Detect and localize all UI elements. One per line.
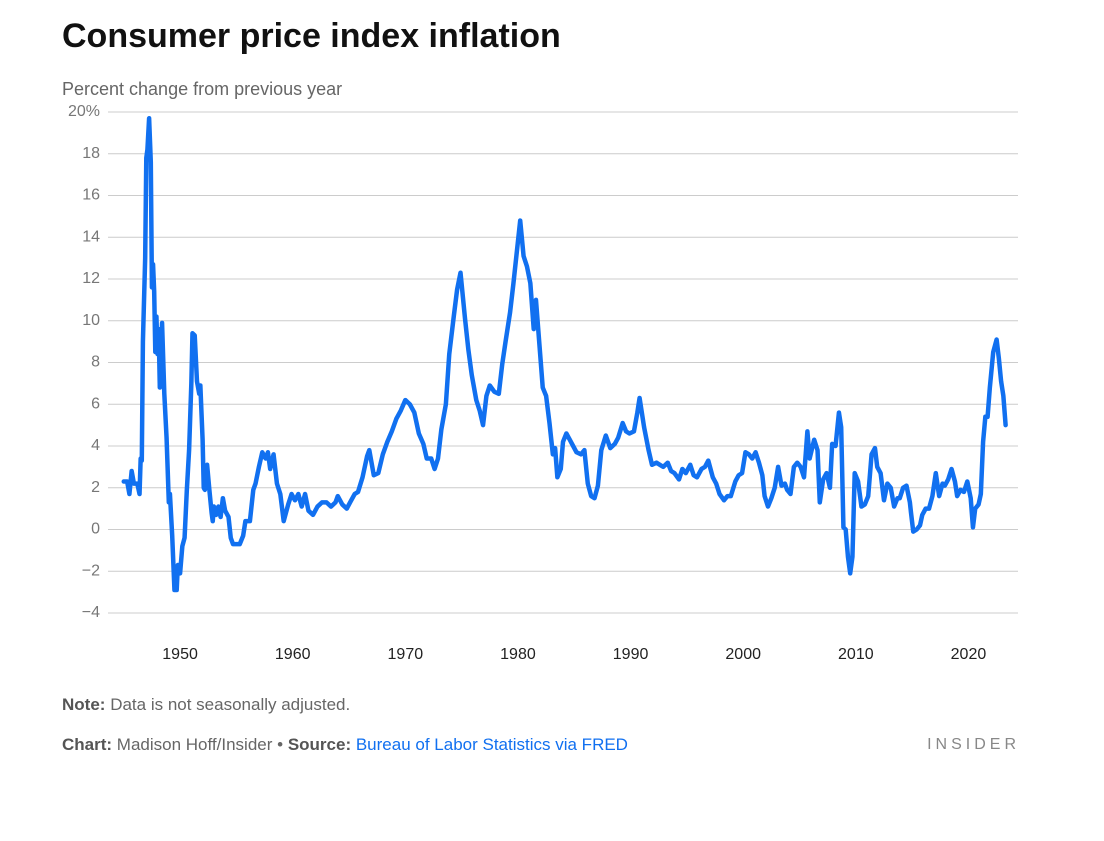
brand: INSIDER: [927, 736, 1020, 753]
y-tick-label: 6: [91, 395, 100, 412]
note-label: Note:: [62, 695, 106, 714]
y-tick-label: 4: [91, 437, 100, 454]
y-tick-label: 10: [82, 312, 100, 329]
chart: Consumer price index inflation Percent c…: [62, 17, 1018, 663]
x-tick-label: 1980: [500, 646, 536, 663]
x-tick-label: 2020: [951, 646, 987, 663]
y-tick-label: 18: [82, 145, 100, 162]
y-tick-label: 2: [91, 479, 100, 496]
credit: Madison Hoff/Insider •: [116, 735, 284, 754]
x-tick-label: 2010: [838, 646, 874, 663]
x-tick-label: 1970: [388, 646, 424, 663]
x-tick-label: 2000: [725, 646, 761, 663]
y-tick-label: 20%: [68, 103, 100, 120]
chart-title: Consumer price index inflation: [62, 17, 561, 55]
line: [121, 116, 1008, 593]
note-text: Data is not seasonally adjusted.: [110, 695, 351, 714]
y-tick-label: 8: [91, 354, 100, 371]
source-label: Source:: [287, 735, 352, 754]
credits: Chart: Madison Hoff/Insider • Source: Bu…: [62, 735, 628, 755]
note: Note: Data is not seasonally adjusted.: [62, 695, 350, 715]
y-tick-label: 12: [82, 270, 100, 287]
y-tick-label: 14: [82, 228, 100, 245]
y-tick-label: −2: [82, 562, 100, 579]
x-tick-label: 1990: [613, 646, 649, 663]
credit-label: Chart:: [62, 735, 113, 754]
y-tick-label: −4: [82, 604, 100, 621]
x-tick-label: 1950: [162, 646, 198, 663]
y-axis-label: Percent change from previous year: [62, 79, 342, 99]
y-tick-label: 0: [91, 521, 100, 538]
source-link[interactable]: Bureau of Labor Statistics via FRED: [355, 735, 628, 754]
x-tick-label: 1960: [275, 646, 311, 663]
y-tick-label: 16: [82, 187, 100, 204]
